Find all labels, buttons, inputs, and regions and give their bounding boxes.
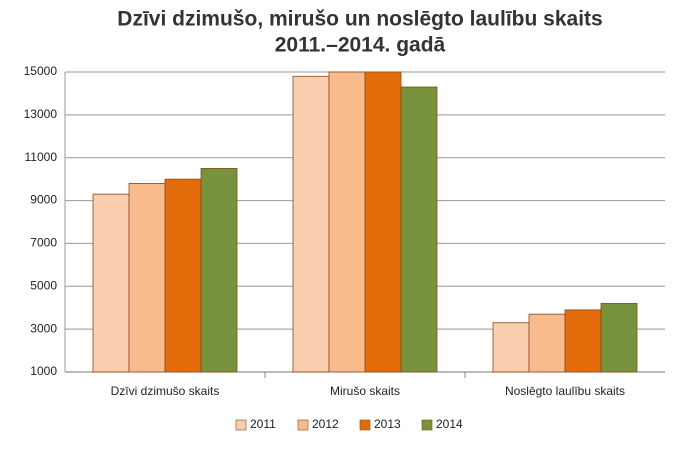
bar <box>164 178 202 373</box>
legend-label: 2014 <box>436 417 463 431</box>
bar <box>328 71 366 373</box>
bar <box>128 183 166 373</box>
bar <box>492 322 530 373</box>
y-tick-label: 9000 <box>30 193 57 207</box>
bar <box>292 75 330 373</box>
bar <box>528 313 566 373</box>
bar <box>400 86 438 373</box>
legend-swatch <box>421 419 433 431</box>
legend-swatch <box>235 419 247 431</box>
y-tick-label: 7000 <box>30 236 57 250</box>
bar <box>564 309 602 373</box>
chart-title: 2011.–2014. gadā <box>275 34 446 57</box>
y-tick-label: 11000 <box>25 150 58 164</box>
x-tick-label: Dzīvi dzimušo skaits <box>111 384 220 398</box>
bar <box>600 303 638 373</box>
chart-title: Dzīvi dzimušo, mirušo un noslēgto laulīb… <box>117 8 602 31</box>
y-tick-label: 3000 <box>30 321 57 335</box>
y-tick-label: 15000 <box>24 64 58 78</box>
bar <box>364 71 402 373</box>
x-tick-label: Noslēgto laulību skaits <box>505 384 625 398</box>
legend-label: 2011 <box>250 417 276 431</box>
legend-swatch <box>297 419 309 431</box>
bar <box>200 168 238 373</box>
y-tick-label: 13000 <box>24 107 58 121</box>
legend-label: 2012 <box>312 417 339 431</box>
bar <box>92 193 130 373</box>
legend-label: 2013 <box>374 417 401 431</box>
y-tick-label: 5000 <box>30 278 57 292</box>
legend-swatch <box>359 419 371 431</box>
x-tick-label: Mirušo skaits <box>330 384 400 398</box>
y-tick-label: 1000 <box>30 364 57 378</box>
